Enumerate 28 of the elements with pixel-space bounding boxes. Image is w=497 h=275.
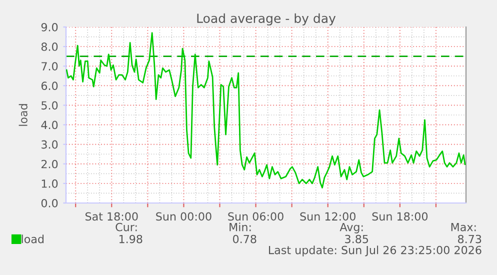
y-tick-label: 5.0 [42, 101, 58, 110]
y-tick-label: 0.0 [41, 198, 58, 208]
text: Max: [451, 222, 476, 232]
text: Cur: [116, 222, 137, 232]
text: 3.85 [345, 234, 368, 244]
y-tick-label: 8.0 [41, 42, 58, 51]
y-tick-label: 4.0 [41, 120, 58, 130]
text: Last update: Sun Jul 26 23:25:00 2026 [269, 246, 482, 256]
x-tick-label: Sat 18:00 [85, 212, 138, 221]
x-tick-label: Sun 12:00 [300, 212, 356, 221]
y-axis-title: load [18, 104, 28, 126]
text: 8.73 [458, 234, 482, 244]
line-series [66, 32, 466, 188]
x-tick-label: Sun 00:00 [156, 212, 212, 221]
y-tick-label: 2.0 [42, 160, 58, 168]
y-tick-label: 9.0 [41, 22, 58, 32]
text: 1.98 [119, 234, 142, 244]
y-tick-label: 1.0 [42, 179, 58, 188]
y-tick-label: 6.0 [41, 82, 58, 90]
y-tick-label: 3.0 [42, 140, 58, 149]
chart-title: Load average - by day [197, 13, 336, 26]
text: 0.78 [232, 234, 256, 244]
x-tick-label: Sun 06:00 [228, 212, 284, 221]
y-tick-label: 7.0 [42, 62, 58, 70]
legend-label: load [22, 234, 44, 244]
text: Avg: [340, 222, 363, 234]
x-tick-label: Sun 18:00 [372, 212, 428, 221]
text: Min: [230, 222, 251, 232]
